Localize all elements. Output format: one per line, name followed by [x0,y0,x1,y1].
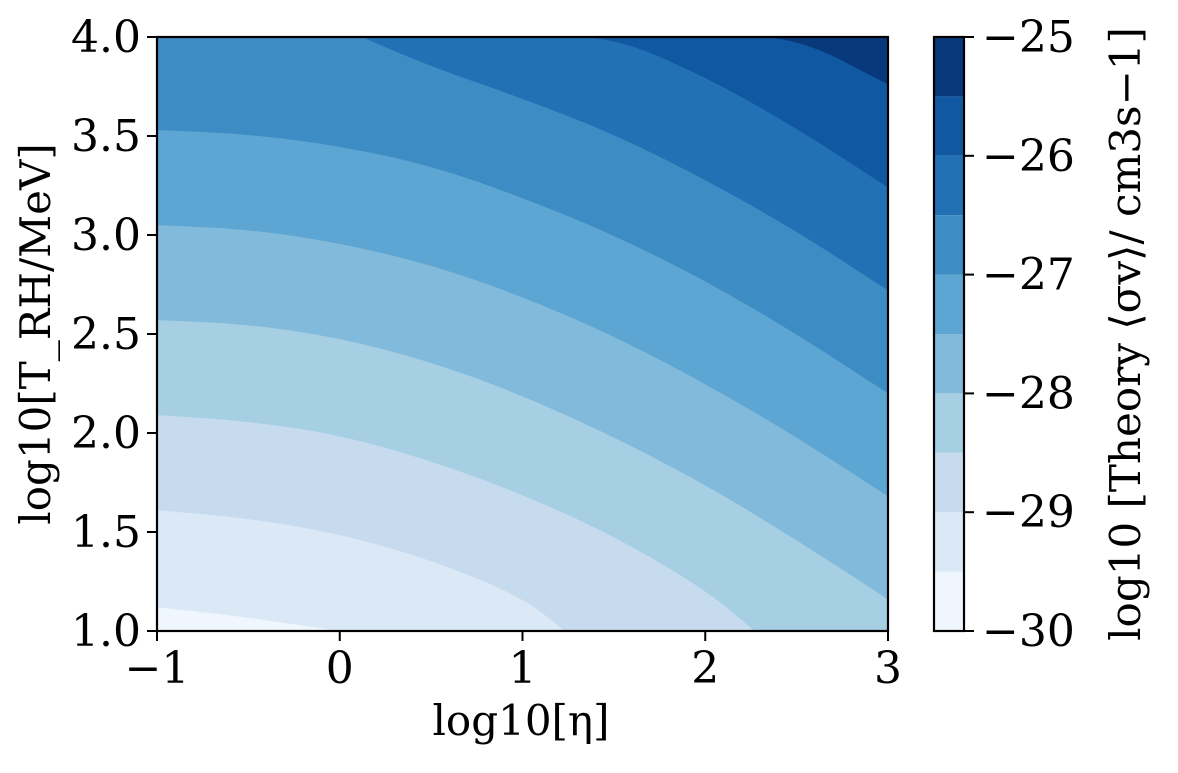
contour-fill-layer [157,37,888,631]
colorbar-label: log10 [Theory ⟨σv⟩/ cm3s−1] [1101,27,1150,641]
contour-region-9 [157,37,888,85]
colorbar-tick-label: −25 [982,12,1075,63]
y-tick-label: 4.0 [71,12,141,63]
contour-region-7 [157,37,888,291]
colorbar-band [934,274,964,334]
colorbar-ticks: −30 −29 −28 −27 −26 −25 [964,12,1075,657]
colorbar-tick-label: −26 [982,131,1075,182]
colorbar-band [934,571,964,631]
colorbar-band [934,37,964,97]
colorbar-tick-label: −28 [982,368,1075,419]
colorbar-band [934,452,964,513]
x-tick-label: −1 [125,643,190,694]
x-tick-label: 0 [326,643,354,694]
colorbar-frame [932,35,966,633]
colorbar [934,37,964,631]
y-tick-label: 1.5 [71,507,141,558]
colorbar-band [934,512,964,572]
x-tick-label: 1 [509,643,537,694]
colorbar-band [934,334,964,394]
colorbar-band [934,393,964,453]
contour-region-8 [157,37,888,188]
colorbar-tick-label: −27 [982,250,1075,301]
y-tick-label: 2.0 [71,408,141,459]
colorbar-band [934,155,964,216]
colorbar-band [934,96,964,156]
colorbar-band [934,215,964,275]
x-axis-label: log10[η] [433,696,610,745]
colorbar-tick-label: −30 [982,606,1075,657]
x-tick-label: 3 [874,643,902,694]
y-tick-label: 3.0 [71,210,141,261]
y-axis-ticks: 1.0 1.5 2.0 2.5 3.0 3.5 4.0 [71,12,157,657]
x-axis-ticks: −1 0 1 2 3 [125,631,902,694]
colorbar-tick-label: −29 [982,487,1075,538]
y-tick-label: 1.0 [71,606,141,657]
y-tick-label: 3.5 [71,111,141,162]
y-tick-label: 2.5 [71,309,141,360]
x-tick-label: 2 [691,643,719,694]
y-axis-label: log10[T_RH/MeV] [11,143,60,524]
